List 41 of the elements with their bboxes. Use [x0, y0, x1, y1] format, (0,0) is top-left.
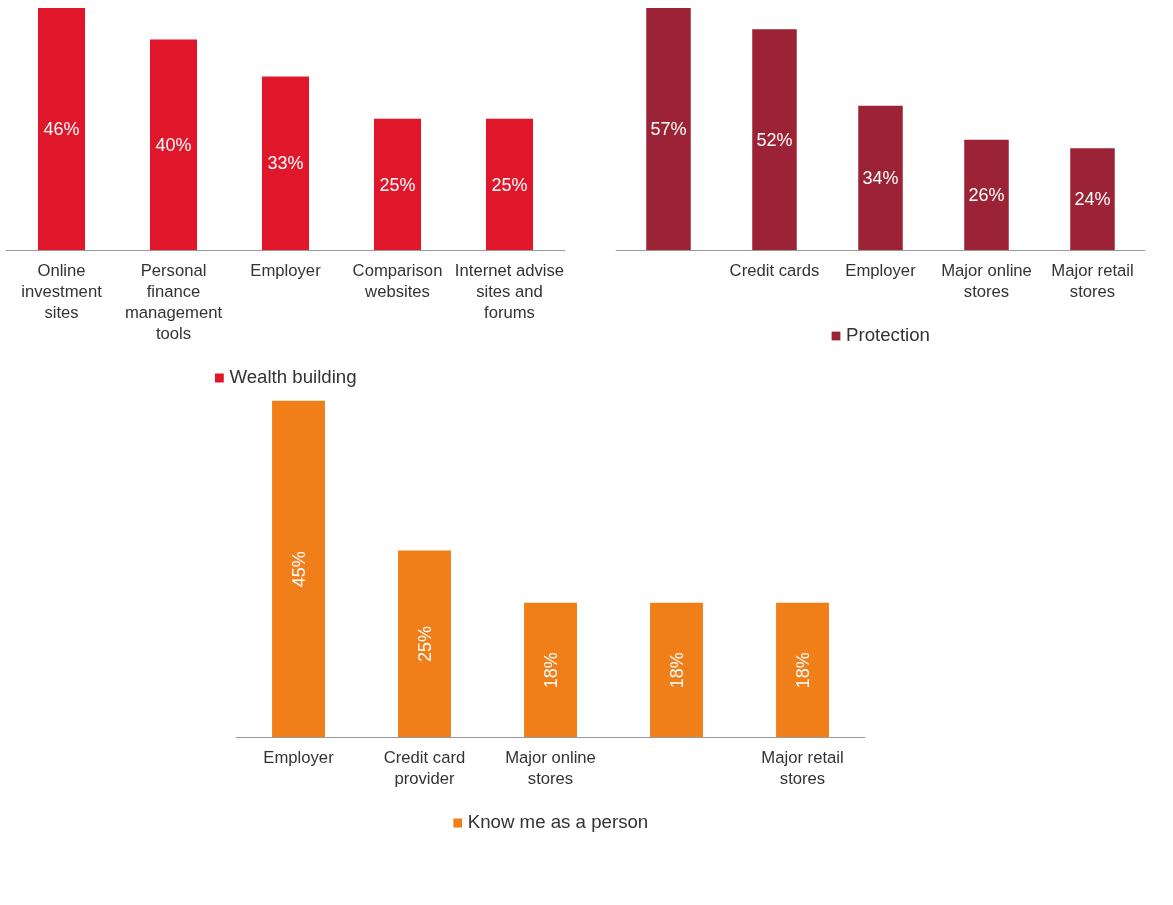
bar — [261, 76, 310, 251]
x-tick-label: Employer — [845, 260, 917, 280]
bar — [752, 29, 797, 251]
bar — [1070, 148, 1115, 251]
legend-label: Wealth building — [229, 366, 357, 388]
x-tick-label: Credit cards — [729, 260, 820, 280]
x-tick-label: Major retail stores — [1051, 260, 1134, 301]
x-tick-label: Employer — [263, 747, 335, 767]
data-label: 18% — [540, 652, 561, 689]
x-tick-label: Comparison websites — [352, 260, 443, 301]
x-tick-label: Major retail stores — [761, 747, 844, 788]
data-label: 25% — [379, 174, 416, 195]
x-tick-label: Online investment sites — [21, 260, 103, 322]
data-label: 45% — [288, 551, 309, 588]
data-label: 25% — [491, 174, 528, 195]
data-label: 57% — [650, 119, 687, 140]
data-label: 46% — [43, 119, 80, 140]
x-tick-label: Internet advise sites and forums — [454, 260, 565, 322]
legend-label: Know me as a person — [467, 811, 649, 833]
data-label: 18% — [792, 652, 813, 689]
data-label: 40% — [155, 135, 192, 156]
bar — [149, 39, 198, 251]
x-tick-label: Major online stores — [941, 260, 1032, 301]
data-label: 25% — [414, 625, 435, 662]
legend-label: Protection — [846, 324, 930, 346]
bar — [646, 7, 691, 251]
data-label: 34% — [862, 168, 899, 189]
x-tick-label: Major online stores — [505, 747, 596, 788]
data-label: 18% — [666, 652, 687, 689]
bar — [37, 7, 86, 251]
data-label: 26% — [968, 185, 1005, 206]
x-tick-label: Personal finance management tools — [124, 260, 223, 343]
x-tick-label: Employer — [250, 260, 322, 280]
x-tick-label: Credit card provider — [383, 747, 466, 788]
bar — [373, 118, 422, 251]
bar — [858, 105, 903, 251]
bar — [964, 139, 1009, 251]
data-label: 33% — [267, 153, 304, 174]
bar — [485, 118, 534, 251]
data-label: 52% — [756, 129, 793, 150]
data-label: 24% — [1074, 189, 1111, 210]
